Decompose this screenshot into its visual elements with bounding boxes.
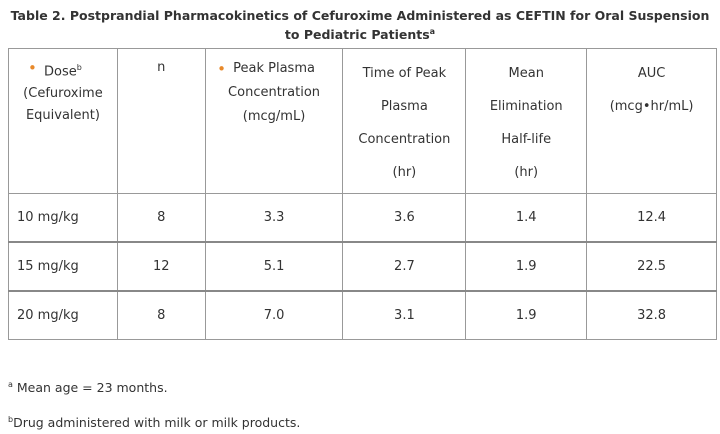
- table-cell: 7.0: [204, 290, 344, 340]
- pk-table: • Doseb (Cefuroxime Equivalent) n • Peak Plasm…: [8, 48, 717, 340]
- header-text: Concentration: [228, 85, 321, 100]
- header-cell: n: [116, 48, 206, 194]
- footnote: bDrug administered with milk or milk pro…: [8, 415, 300, 430]
- header-text-wrap: Concentration: [358, 123, 450, 156]
- header-text: (hr): [514, 165, 539, 180]
- header-row: • Doseb (Cefuroxime Equivalent) n • Peak Plasm…: [8, 48, 717, 194]
- table-cell: 10 mg/kg: [8, 193, 118, 243]
- table-cell: 12.4: [586, 193, 717, 243]
- header-line: Plasma: [343, 90, 465, 123]
- header-text: Dose: [44, 64, 77, 80]
- table-cell: 1.9: [465, 290, 588, 340]
- header-text-wrap: (hr): [514, 156, 538, 189]
- table-cell: 2.7: [342, 241, 467, 292]
- header-text-wrap: Elimination: [490, 90, 563, 123]
- header-line: Equivalent): [9, 105, 117, 127]
- header-cell: Mean Elimination Half-life (hr): [465, 48, 588, 194]
- table-cell: 3.6: [342, 193, 467, 243]
- title-sup: a: [429, 27, 436, 36]
- header-line: Mean: [466, 57, 586, 90]
- table-cell: 32.8: [586, 290, 717, 340]
- header-text-wrap: n: [157, 57, 165, 79]
- header-text: Concentration: [358, 132, 451, 147]
- header-line: Time of Peak: [343, 57, 465, 90]
- table-cell: 8: [116, 290, 206, 340]
- footnote-text: Drug administered with milk or milk prod…: [13, 415, 301, 431]
- header-text-wrap: (hr): [393, 156, 417, 189]
- header-cell: • Doseb (Cefuroxime Equivalent): [8, 48, 118, 194]
- header-text: Plasma: [380, 99, 428, 114]
- bullet: •: [217, 60, 226, 78]
- header-line: • Doseb: [9, 57, 117, 83]
- header-text: Half-life: [501, 132, 552, 147]
- header-line: n: [118, 57, 205, 79]
- header-text: (Cefuroxime: [23, 86, 103, 102]
- table-cell: 5.1: [204, 241, 344, 292]
- footnote-mark: b: [8, 415, 14, 424]
- title-text: to Pediatric Patients: [284, 27, 430, 43]
- header-text: Elimination: [489, 99, 563, 114]
- header-line: (Cefuroxime: [9, 83, 117, 105]
- header-line: (mcg•hr/mL): [587, 90, 716, 123]
- footnote: a Mean age = 23 months.: [8, 380, 168, 395]
- header-text-wrap: Equivalent): [26, 105, 100, 127]
- bullet: •: [28, 59, 37, 77]
- header-line: Concentration: [343, 123, 465, 156]
- header-text-wrap: (mcg/mL): [243, 105, 306, 129]
- header-line: (hr): [343, 156, 465, 189]
- header-line: • Peak Plasma: [206, 57, 343, 81]
- table-cell: 20 mg/kg: [8, 290, 118, 340]
- header-text-wrap: (Cefuroxime: [23, 83, 103, 105]
- header-text: Time of Peak: [362, 66, 447, 81]
- table-title-line: to Pediatric Patientsa: [0, 27, 720, 42]
- header-text: Peak Plasma: [233, 61, 315, 76]
- table-cell: 22.5: [586, 241, 717, 292]
- header-text-wrap: AUC: [638, 57, 666, 90]
- table-cell: 8: [116, 193, 206, 243]
- table-cell: 3.1: [342, 290, 467, 340]
- header-cell: Time of Peak Plasma Concentration (hr): [342, 48, 467, 194]
- table-cell: 15 mg/kg: [8, 241, 118, 292]
- header-text-wrap: Mean: [509, 57, 544, 90]
- footnote-text: Mean age = 23 months.: [12, 380, 168, 396]
- header-line: Elimination: [466, 90, 586, 123]
- header-text-wrap: Concentration: [228, 81, 320, 105]
- header-text-wrap: (mcg•hr/mL): [610, 90, 694, 123]
- header-text: (hr): [392, 165, 417, 180]
- table-row: 10 mg/kg 8 3.3 3.6 1.4 12.4: [8, 193, 717, 243]
- header-text-wrap: • Peak Plasma: [217, 57, 315, 81]
- header-text: (mcg•hr/mL): [609, 99, 694, 114]
- header-line: Concentration: [206, 81, 343, 105]
- footnote-mark: a: [8, 380, 13, 389]
- header-text: AUC: [637, 66, 666, 81]
- header-cell: AUC (mcg•hr/mL): [586, 48, 717, 194]
- header-cell: • Peak Plasma Concentration (mcg/mL): [204, 48, 344, 194]
- header-text-wrap: • Doseb: [28, 57, 82, 83]
- header-text: Mean: [508, 66, 544, 81]
- header-line: Half-life: [466, 123, 586, 156]
- header-text: (mcg/mL): [242, 109, 306, 124]
- header-text-wrap: Half-life: [501, 123, 551, 156]
- header-sup: b: [76, 63, 82, 72]
- header-text: n: [157, 60, 166, 75]
- table-cell: 1.4: [465, 193, 588, 243]
- header-text: Equivalent): [25, 108, 100, 124]
- header-line: AUC: [587, 57, 716, 90]
- header-text-wrap: Plasma: [381, 90, 428, 123]
- header-text-wrap: Time of Peak: [363, 57, 446, 90]
- table-cell: 3.3: [204, 193, 344, 243]
- table-title: Table 2. Postprandial Pharmacokinetics o…: [10, 8, 710, 23]
- header-line: (mcg/mL): [206, 105, 343, 129]
- header-line: (hr): [466, 156, 586, 189]
- table-row: 20 mg/kg 8 7.0 3.1 1.9 32.8: [8, 290, 717, 340]
- table-row: 15 mg/kg 12 5.1 2.7 1.9 22.5: [8, 241, 717, 292]
- table-cell: 1.9: [465, 241, 588, 292]
- table-cell: 12: [116, 241, 206, 292]
- table-body: 10 mg/kg 8 3.3 3.6 1.4 12.4 15 mg/kg 12 5.1 2.7 1.…: [8, 193, 717, 340]
